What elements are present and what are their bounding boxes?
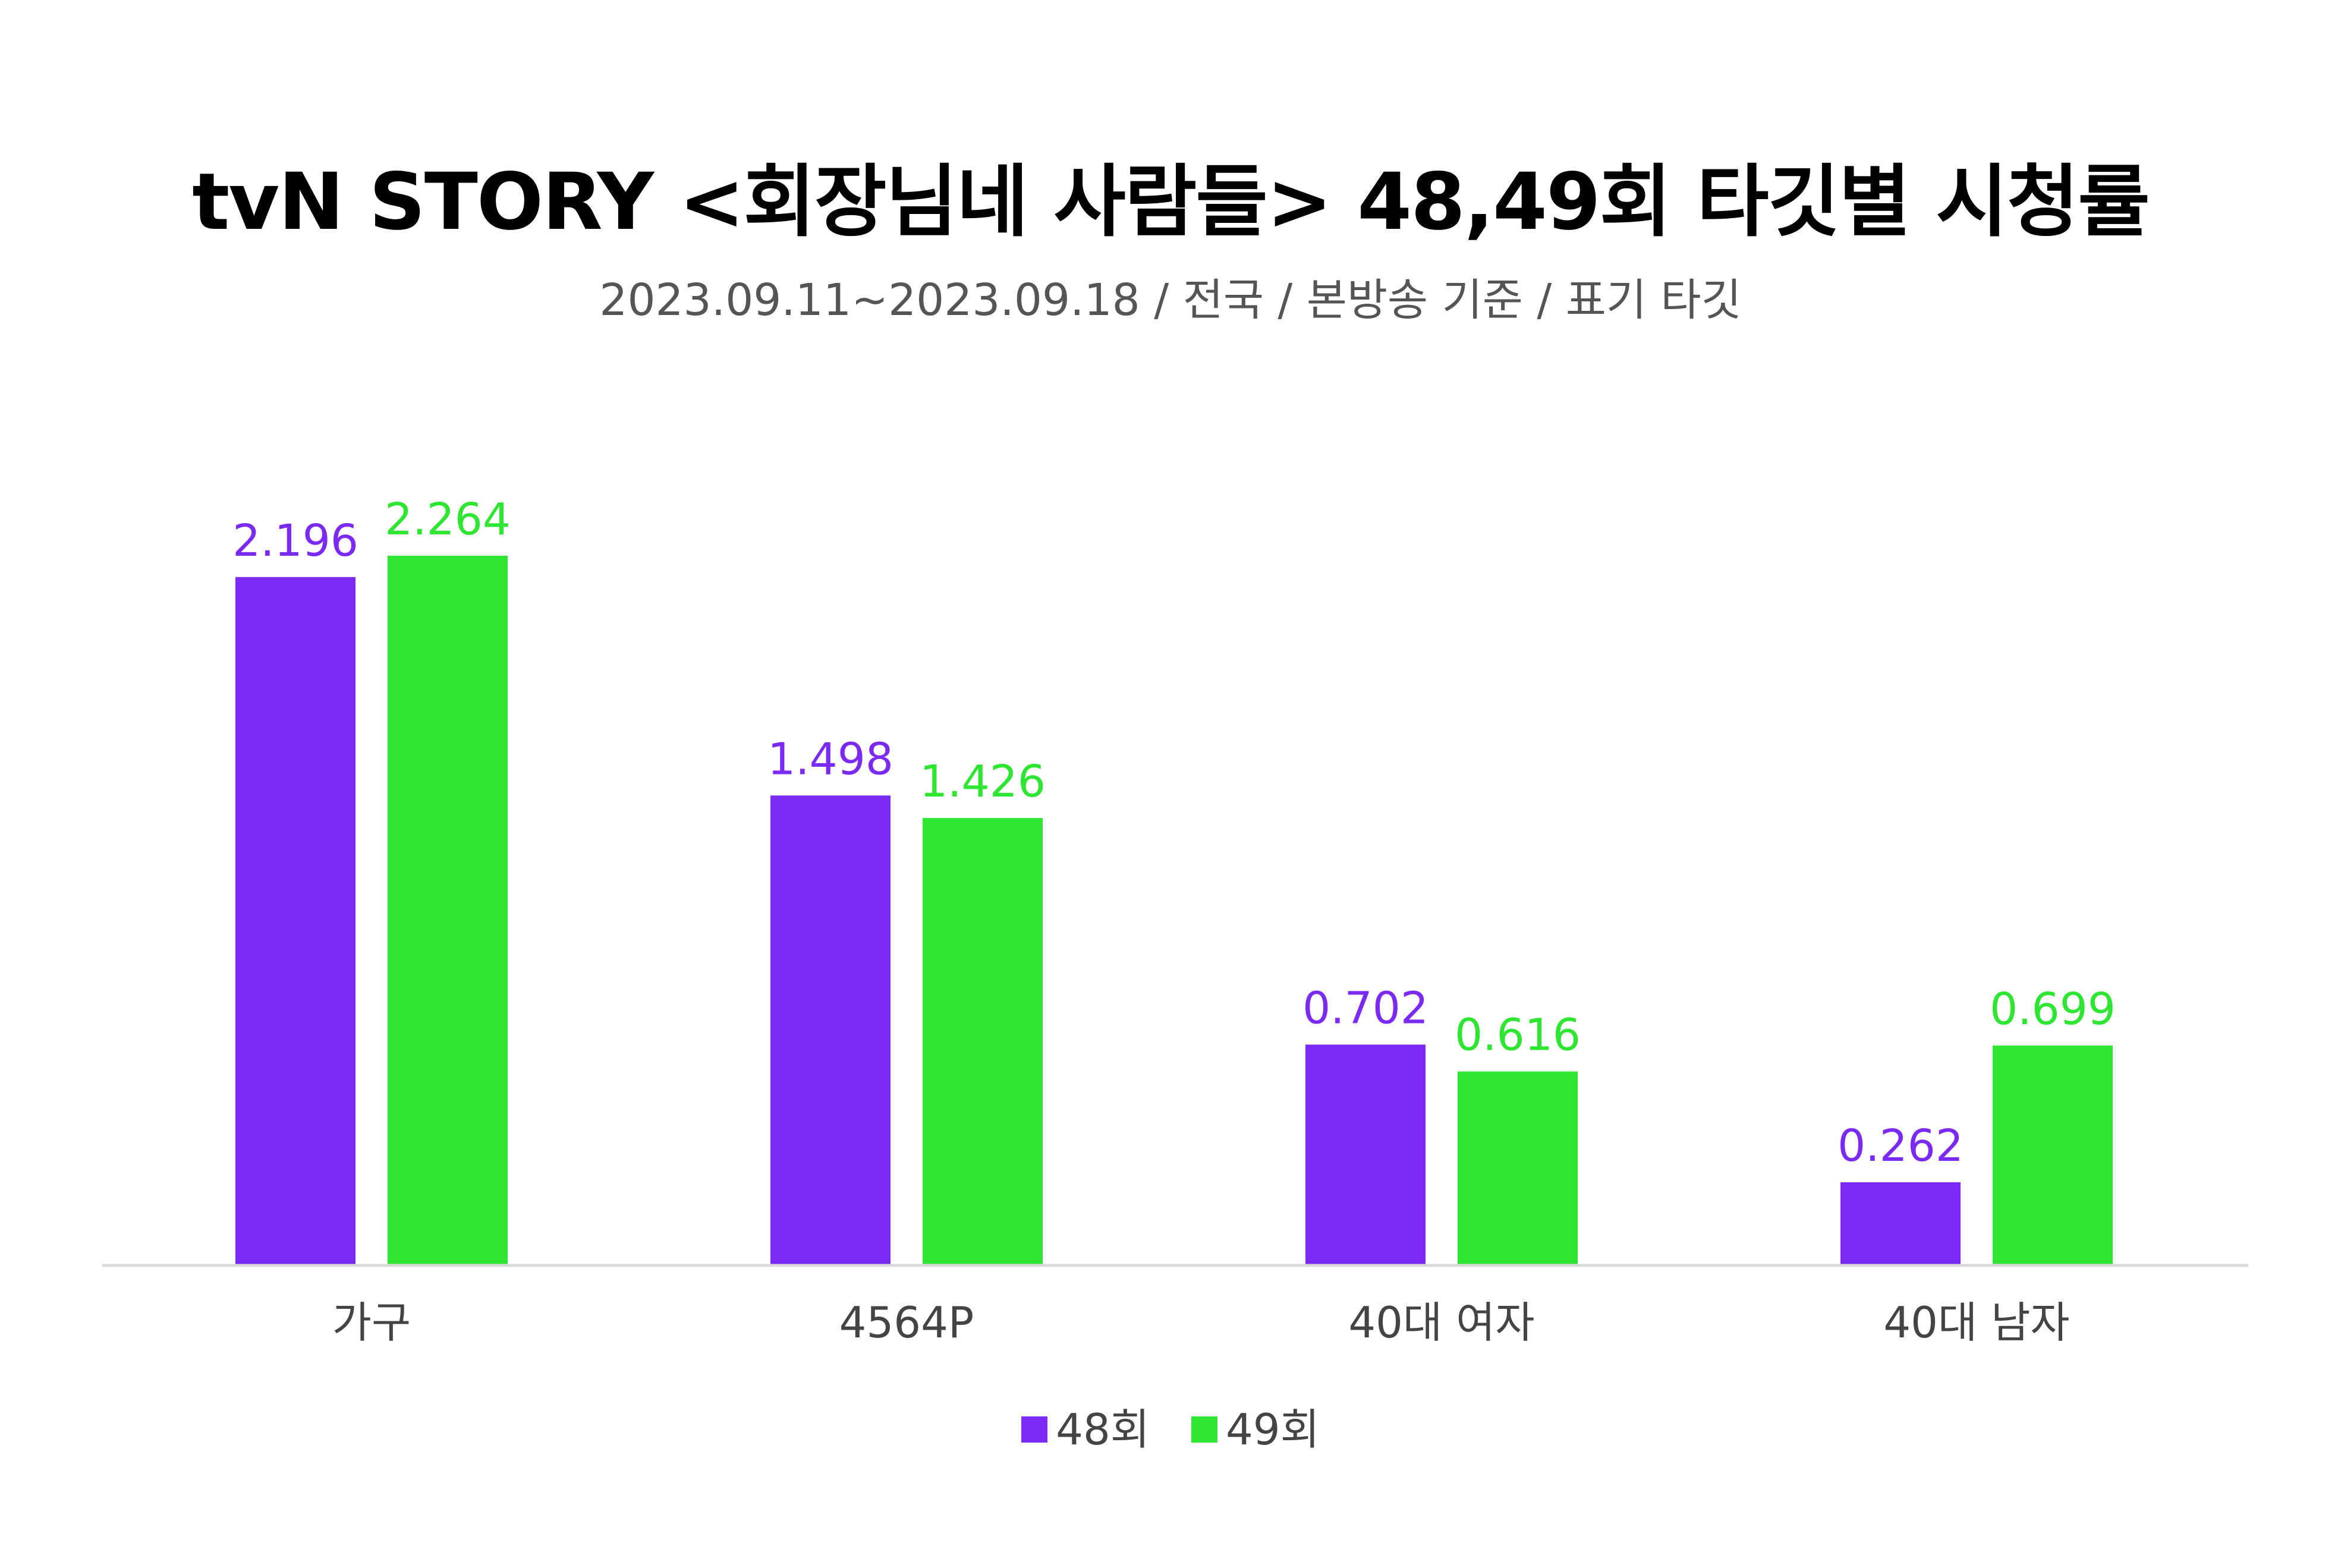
chart-title: tvN STORY <회장님네 사람들> 48,49회 타깃별 시청률 xyxy=(192,156,2150,248)
bar-48-3 xyxy=(1840,1182,1961,1264)
data-label-49-1: 1.426 xyxy=(920,756,1046,807)
data-label-48-3: 0.262 xyxy=(1837,1120,1964,1172)
chart-subtitle: 2023.09.11~2023.09.18 / 전국 / 본방송 기준 / 표기… xyxy=(599,275,1742,326)
category-label-3: 40대 남자 xyxy=(1883,1298,2069,1347)
bar-49-2 xyxy=(1458,1071,1578,1264)
bar-49-3 xyxy=(1993,1045,2113,1264)
category-label-2: 40대 여자 xyxy=(1348,1298,1534,1347)
data-label-49-0: 2.264 xyxy=(385,494,511,545)
bar-48-2 xyxy=(1305,1044,1426,1264)
legend: 48회 49회 xyxy=(0,1400,2341,1459)
legend-label-48: 48회 xyxy=(1056,1405,1150,1454)
legend-label-49: 49회 xyxy=(1226,1405,1320,1454)
bar-48-0 xyxy=(235,577,355,1264)
legend-swatch-49 xyxy=(1191,1416,1217,1443)
legend-item-48: 48회 xyxy=(1021,1400,1150,1459)
category-label-0: 가구 xyxy=(332,1298,411,1347)
legend-item-49: 49회 xyxy=(1191,1400,1320,1459)
bar-49-0 xyxy=(388,556,508,1264)
data-label-48-2: 0.702 xyxy=(1302,983,1428,1034)
data-label-49-3: 0.699 xyxy=(1990,984,2116,1035)
data-label-48-0: 2.196 xyxy=(232,515,358,566)
data-label-48-1: 1.498 xyxy=(767,733,893,785)
legend-swatch-48 xyxy=(1021,1416,1048,1443)
bar-48-1 xyxy=(770,795,891,1264)
category-label-1: 4564P xyxy=(839,1298,974,1347)
data-label-49-2: 0.616 xyxy=(1455,1010,1581,1061)
bar-49-1 xyxy=(923,818,1043,1264)
